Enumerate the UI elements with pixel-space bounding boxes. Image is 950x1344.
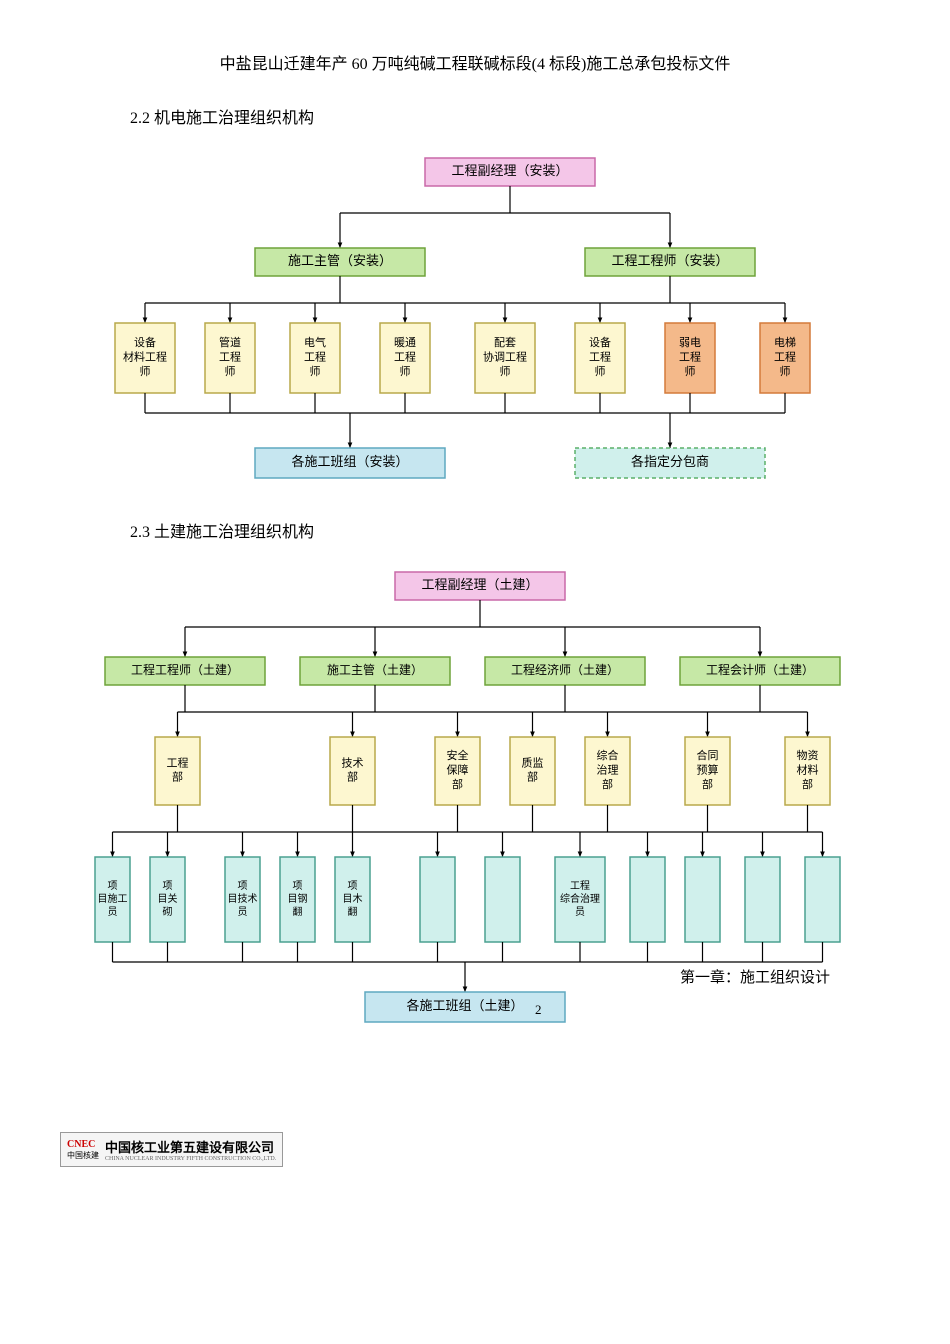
section-2-3-title: 2.3 土建施工治理组织机构 (130, 518, 890, 542)
svg-text:协调工程: 协调工程 (483, 350, 527, 364)
svg-text:目钢: 目钢 (288, 892, 308, 905)
svg-text:项: 项 (163, 880, 173, 892)
svg-text:电梯: 电梯 (774, 336, 796, 349)
svg-text:工程经济师（土建）: 工程经济师（土建） (511, 662, 619, 677)
svg-text:材料工程: 材料工程 (123, 350, 167, 364)
svg-text:部: 部 (802, 777, 813, 791)
svg-text:电气: 电气 (304, 335, 326, 349)
svg-text:砌: 砌 (163, 906, 173, 918)
svg-text:2: 2 (535, 1002, 542, 1017)
svg-text:工程: 工程 (589, 351, 611, 364)
svg-text:师: 师 (310, 365, 321, 378)
svg-text:工程工程师（安装）: 工程工程师（安装） (611, 253, 728, 268)
svg-text:项: 项 (238, 880, 248, 892)
svg-text:目关: 目关 (158, 892, 178, 905)
svg-text:项: 项 (293, 880, 303, 892)
svg-text:工程: 工程 (167, 756, 189, 769)
svg-text:工程副经理（安装）: 工程副经理（安装） (451, 163, 568, 178)
svg-text:治理: 治理 (597, 763, 619, 777)
svg-text:项: 项 (348, 880, 358, 892)
svg-text:目技术: 目技术 (228, 892, 258, 905)
svg-text:综合: 综合 (597, 748, 619, 762)
svg-text:部: 部 (172, 770, 183, 784)
svg-text:各指定分包商: 各指定分包商 (631, 454, 709, 469)
svg-text:弱电: 弱电 (679, 336, 701, 349)
svg-text:工程: 工程 (679, 351, 701, 364)
svg-text:暖通: 暖通 (394, 336, 416, 349)
svg-text:施工主管（土建）: 施工主管（土建） (327, 662, 423, 677)
svg-text:师: 师 (400, 365, 411, 378)
svg-text:预算: 预算 (697, 763, 719, 777)
svg-text:部: 部 (527, 770, 538, 784)
svg-text:部: 部 (347, 770, 358, 784)
svg-text:师: 师 (140, 365, 151, 378)
company-logo: CNEC 中国核建 中国核工业第五建设有限公司 CHINA NUCLEAR IN… (60, 1132, 283, 1167)
svg-text:师: 师 (685, 365, 696, 378)
org-chart-mechanical: 工程副经理（安装）施工主管（安装）工程工程师（安装）设备材料工程师管道工程师电气… (95, 148, 855, 498)
svg-text:翻: 翻 (293, 906, 303, 918)
section-2-2-title: 2.2 机电施工治理组织机构 (130, 104, 890, 128)
svg-text:员: 员 (238, 906, 248, 918)
svg-text:合同: 合同 (697, 748, 719, 762)
svg-text:施工主管（安装）: 施工主管（安装） (288, 253, 392, 268)
svg-text:保障: 保障 (447, 763, 469, 777)
svg-text:员: 员 (575, 906, 585, 918)
svg-text:设备: 设备 (134, 335, 156, 349)
document-header: 中盐昆山迁建年产 60 万吨纯碱工程联碱标段(4 标段)施工总承包投标文件 (60, 50, 890, 74)
svg-text:配套: 配套 (494, 336, 516, 349)
svg-text:工程: 工程 (394, 351, 416, 364)
svg-text:师: 师 (225, 365, 236, 378)
svg-text:部: 部 (702, 777, 713, 791)
logo-mark: CNEC (67, 1139, 99, 1150)
svg-text:师: 师 (500, 365, 511, 378)
svg-text:工程工程师（土建）: 工程工程师（土建） (131, 662, 239, 677)
svg-text:管道: 管道 (219, 335, 241, 349)
svg-text:工程: 工程 (774, 351, 796, 364)
svg-text:综合治理: 综合治理 (560, 892, 600, 905)
svg-text:部: 部 (452, 777, 463, 791)
svg-text:翻: 翻 (348, 906, 358, 918)
logo-english: CHINA NUCLEAR INDUSTRY FIFTH CONSTRUCTIO… (105, 1156, 276, 1162)
svg-text:项: 项 (108, 880, 118, 892)
svg-text:安全: 安全 (447, 748, 469, 762)
svg-text:质监: 质监 (522, 756, 544, 769)
svg-text:目木: 目木 (343, 893, 363, 905)
svg-text:物资: 物资 (797, 748, 819, 762)
svg-text:材料: 材料 (797, 763, 819, 777)
svg-text:技术: 技术 (342, 756, 364, 769)
svg-text:工程: 工程 (304, 351, 326, 364)
svg-text:工程会计师（土建）: 工程会计师（土建） (706, 662, 814, 677)
svg-text:师: 师 (780, 365, 791, 378)
svg-text:工程副经理（土建）: 工程副经理（土建） (421, 577, 538, 592)
svg-text:师: 师 (595, 365, 606, 378)
company-footer: CNEC 中国核建 中国核工业第五建设有限公司 CHINA NUCLEAR IN… (60, 1122, 890, 1177)
logo-sub: 中国核建 (67, 1150, 99, 1161)
svg-text:设备: 设备 (589, 335, 611, 349)
logo-company: 中国核工业第五建设有限公司 (105, 1137, 276, 1156)
chapter-footer: 第一章：施工组织设计 (680, 966, 830, 987)
svg-text:工程: 工程 (219, 351, 241, 364)
svg-text:各施工班组（安装）: 各施工班组（安装） (291, 454, 408, 469)
svg-text:员: 员 (108, 906, 118, 918)
svg-text:工程: 工程 (570, 880, 590, 892)
svg-text:目施工: 目施工 (98, 892, 128, 905)
svg-text:各施工班组（土建）: 各施工班组（土建） (406, 998, 523, 1013)
svg-text:部: 部 (602, 777, 613, 791)
